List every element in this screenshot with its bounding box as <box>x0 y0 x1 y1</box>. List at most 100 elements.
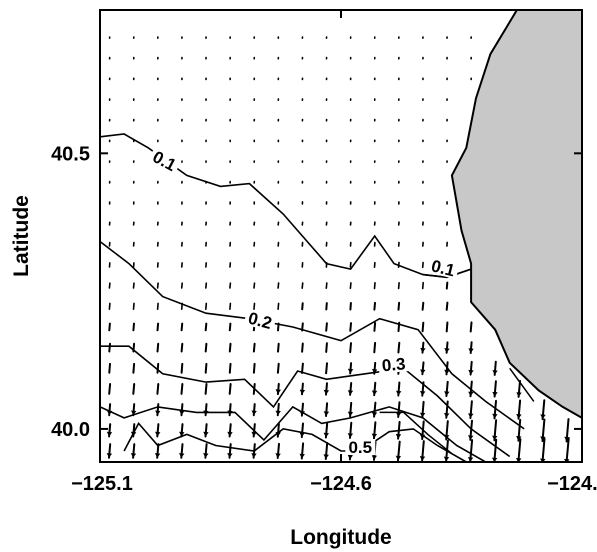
velocity-vector <box>349 302 352 311</box>
velocity-vector-head <box>468 369 474 375</box>
velocity-vector <box>180 282 183 289</box>
velocity-vector <box>325 302 328 311</box>
velocity-vector-head <box>323 432 329 438</box>
y-tick-label: 40.5 <box>51 143 90 165</box>
contour-label-bg <box>243 308 277 332</box>
velocity-vector <box>349 342 352 354</box>
velocity-vector-head <box>492 413 498 419</box>
velocity-vector-head <box>420 412 426 418</box>
velocity-vector <box>156 302 159 311</box>
velocity-vector-head <box>179 453 185 458</box>
velocity-vector <box>325 362 328 375</box>
x-tick-label: −125.1 <box>71 473 133 495</box>
velocity-vector <box>349 322 352 332</box>
velocity-vector-head <box>419 456 426 461</box>
velocity-vector-head <box>227 453 233 458</box>
contour-label: 0.5 <box>348 438 372 457</box>
contour-label-bg <box>426 256 460 280</box>
velocity-vector <box>180 322 184 332</box>
velocity-vector-head <box>275 453 281 458</box>
velocity-vector <box>421 301 425 311</box>
velocity-vector-head <box>106 431 113 437</box>
velocity-vector <box>108 383 112 395</box>
velocity-vector <box>325 322 328 332</box>
velocity-vector <box>301 282 304 290</box>
velocity-vector-head <box>203 431 209 437</box>
velocity-vector <box>228 362 232 374</box>
velocity-vector-head <box>251 410 257 416</box>
velocity-vector-head <box>444 348 450 353</box>
velocity-vector <box>397 301 401 311</box>
velocity-vector <box>204 322 208 332</box>
velocity-vector-head <box>347 411 354 417</box>
velocity-vector <box>373 301 376 311</box>
velocity-vector <box>253 302 256 311</box>
velocity-vector-head <box>516 392 522 397</box>
contour-label-bg <box>345 439 376 455</box>
velocity-vector <box>445 301 449 311</box>
velocity-vector-head <box>564 436 570 442</box>
velocity-vector <box>252 362 256 374</box>
velocity-vector-head <box>395 412 402 417</box>
velocity-vector <box>108 362 111 374</box>
velocity-vector <box>205 302 208 311</box>
coastline <box>450 10 582 419</box>
velocity-vector-head <box>540 436 546 442</box>
velocity-vector-head <box>443 456 450 462</box>
velocity-vector <box>204 342 208 353</box>
velocity-vector <box>180 383 184 395</box>
velocity-vector-head <box>492 391 498 397</box>
velocity-vector <box>180 362 184 374</box>
velocity-vector-head <box>492 457 498 462</box>
velocity-vector <box>229 302 232 311</box>
velocity-vector-head <box>540 414 546 420</box>
velocity-vector-head <box>492 435 498 441</box>
contour-label: 0.3 <box>381 354 406 375</box>
velocity-vector <box>132 383 136 395</box>
velocity-vector-head <box>468 435 474 440</box>
contour-line <box>100 405 486 462</box>
velocity-vector <box>228 383 232 395</box>
velocity-vector <box>373 281 376 290</box>
velocity-vector <box>349 282 352 290</box>
velocity-vector <box>445 281 449 290</box>
contour-label: 0.2 <box>246 309 274 333</box>
velocity-vector-head <box>227 431 233 437</box>
velocity-vector-head <box>299 453 305 459</box>
velocity-vector-head <box>130 453 137 458</box>
velocity-vector-head <box>492 370 498 375</box>
plot-area <box>100 10 582 462</box>
velocity-vector-head <box>468 413 474 419</box>
velocity-vector <box>373 341 377 354</box>
y-axis-title: Latitude <box>10 195 33 277</box>
velocity-vector-head <box>516 458 522 462</box>
land-area <box>451 10 582 418</box>
velocity-vector-head <box>516 436 522 441</box>
velocity-vector-head <box>396 390 402 396</box>
velocity-vector-head <box>154 453 161 458</box>
velocity-vector-head <box>275 389 281 395</box>
velocity-vector-head <box>468 348 474 353</box>
velocity-vector <box>445 321 449 333</box>
velocity-vector-head <box>395 434 402 439</box>
velocity-vector-head <box>395 455 402 461</box>
velocity-vector-head <box>420 391 426 396</box>
velocity-vector <box>228 322 232 332</box>
velocity-vector-head <box>371 390 378 396</box>
contour-label: 0.1 <box>429 256 457 280</box>
velocity-vector-head <box>203 453 209 458</box>
velocity-vector <box>132 322 135 332</box>
y-tick-label: 40.0 <box>51 419 90 441</box>
x-tick-label: −124.1 <box>547 473 597 495</box>
contour-line <box>379 411 453 455</box>
contour-line <box>509 367 535 402</box>
velocity-vector-head <box>299 389 306 395</box>
x-tick-label: −124.6 <box>310 473 372 495</box>
velocity-vector <box>325 342 328 353</box>
velocity-vector-head <box>106 453 113 458</box>
velocity-vector <box>204 383 208 395</box>
velocity-vector <box>373 322 377 332</box>
velocity-vector-head <box>155 410 161 416</box>
velocity-vector-head <box>275 410 281 416</box>
velocity-vector <box>277 302 280 311</box>
